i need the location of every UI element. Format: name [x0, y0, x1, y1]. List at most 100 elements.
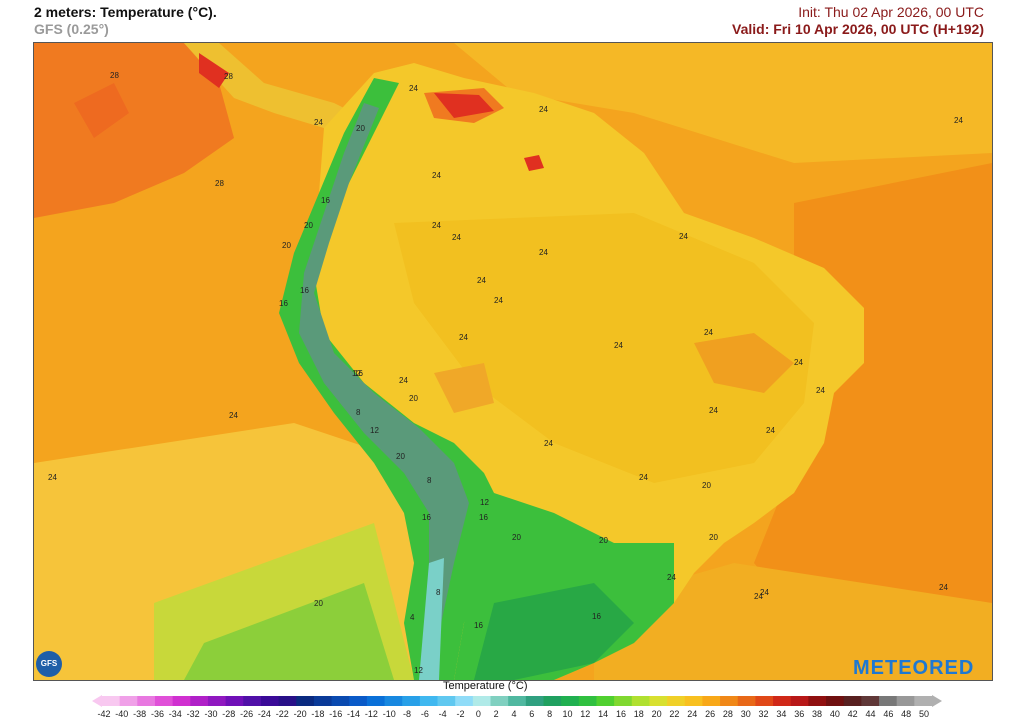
legend-swatch: [419, 696, 439, 706]
legend-tick-label: -2: [456, 709, 465, 719]
map-title: 2 meters: Temperature (°C).: [34, 4, 217, 20]
temperature-label: 12: [370, 426, 379, 435]
temperature-label: 8: [356, 408, 361, 417]
valid-time: Valid: Fri 10 Apr 2026, 00 UTC (H+192): [732, 21, 984, 37]
temperature-label: 8: [436, 588, 441, 597]
legend-swatch: [190, 696, 209, 706]
legend-swatch: [525, 696, 544, 706]
legend-tick-label: 4: [511, 709, 517, 719]
temperature-label: 16: [479, 513, 488, 522]
temperature-label: 24: [679, 232, 688, 241]
temperature-label: 12: [414, 666, 423, 675]
temperature-label: 20: [599, 536, 608, 545]
temperature-label: 16: [279, 299, 288, 308]
temperature-label: 28: [224, 72, 233, 81]
legend-swatch: [543, 696, 562, 706]
legend-swatch: [737, 696, 756, 706]
legend-tick-label: -38: [133, 709, 147, 719]
legend-tick-label: -12: [364, 709, 378, 719]
legend-swatch: [879, 696, 898, 706]
temperature-label: 20: [396, 452, 405, 461]
legend-tick-label: -22: [275, 709, 289, 719]
legend-swatch: [790, 696, 809, 706]
legend-swatch: [649, 696, 668, 706]
legend-swatch: [472, 696, 492, 706]
southern-andes-cold: [419, 558, 444, 680]
temperature-label: 24: [939, 583, 948, 592]
legend-swatch: [773, 696, 792, 706]
legend-tick-label: 50: [918, 709, 930, 719]
venezuela-hot-spot: [434, 93, 494, 118]
legend-tick-label: -34: [168, 709, 182, 719]
temperature-label: 24: [539, 248, 548, 257]
legend-swatch: [490, 696, 509, 706]
legend-tick-label: 44: [865, 709, 876, 719]
legend-tick-label: 40: [829, 709, 840, 719]
legend-swatch: [684, 696, 703, 706]
legend-swatch: [260, 696, 280, 706]
legend-tick-label: -18: [311, 709, 325, 719]
legend-swatch: [137, 696, 156, 706]
legend-swatch: [278, 696, 297, 706]
temperature-map[interactable]: 28 28 28 24 24 24 24 24 24 24 24 24 24 2…: [33, 42, 993, 681]
legend-swatch: [225, 696, 244, 706]
legend-tick-label: 34: [776, 709, 787, 719]
legend-tick-label: 22: [669, 709, 680, 719]
legend-swatch: [702, 696, 721, 706]
legend-swatch: [861, 696, 880, 706]
legend-tick-label: 18: [633, 709, 644, 719]
legend-tick-label: 12: [580, 709, 591, 719]
legend-swatch: [331, 696, 350, 706]
legend-tick-label: -6: [420, 709, 429, 719]
legend-swatch: [596, 696, 615, 706]
legend-swatch: [296, 696, 315, 706]
gfs-logo: GFS: [36, 651, 62, 677]
temperature-label: 16: [300, 286, 309, 295]
legend-tick-label: 16: [615, 709, 626, 719]
map-canvas: 28 28 28 24 24 24 24 24 24 24 24 24 24 2…: [34, 43, 992, 680]
brazil-interior: [394, 213, 814, 483]
legend-swatch: [896, 696, 915, 706]
legend-tick-label: -36: [150, 709, 164, 719]
legend-swatch: [455, 696, 474, 706]
patagonia-green: [474, 583, 634, 680]
legend-swatch: [755, 696, 774, 706]
temperature-label: 20: [282, 241, 291, 250]
legend-tick-label: 38: [812, 709, 823, 719]
guiana-hot-spot: [524, 155, 544, 171]
temperature-label: 16: [422, 513, 431, 522]
model-name: GFS (0.25°): [34, 21, 109, 37]
temperature-label: 24: [459, 333, 468, 342]
temperature-label: 24: [667, 573, 676, 582]
legend-tick-label: -16: [329, 709, 343, 719]
temperature-label: 28: [215, 179, 224, 188]
legend-tick-label: 20: [651, 709, 662, 719]
legend-swatch: [437, 696, 456, 706]
legend-swatches: [92, 695, 942, 707]
temperature-label: 24: [452, 233, 461, 242]
temperature-label: 24: [314, 118, 323, 127]
central-america: [184, 43, 364, 138]
legend-swatch: [508, 696, 527, 706]
temperature-label: 24: [954, 116, 963, 125]
temperature-label: 16: [592, 612, 601, 621]
legend-tick-label: 32: [758, 709, 769, 719]
temperature-label: 20: [709, 533, 718, 542]
temperature-label: 28: [110, 71, 119, 80]
legend-swatch: [402, 696, 421, 706]
legend-swatch: [631, 696, 650, 706]
legend-swatch: [154, 696, 174, 706]
temperature-label: 20: [512, 533, 521, 542]
temperature-label: 20: [409, 394, 418, 403]
meteored-logo: METEORED: [853, 657, 975, 679]
temperature-label: 16: [321, 196, 330, 205]
temperature-label: 24: [477, 276, 486, 285]
legend-swatch: [384, 696, 403, 706]
legend-tick-label: -4: [438, 709, 447, 719]
north-atlantic-region: [454, 43, 992, 163]
legend-arrow-low: [92, 695, 102, 707]
legend-tick-label: 30: [740, 709, 751, 719]
legend-swatch: [561, 696, 580, 706]
south-atlantic-region: [594, 563, 992, 680]
temperature-label: 12: [480, 498, 489, 507]
